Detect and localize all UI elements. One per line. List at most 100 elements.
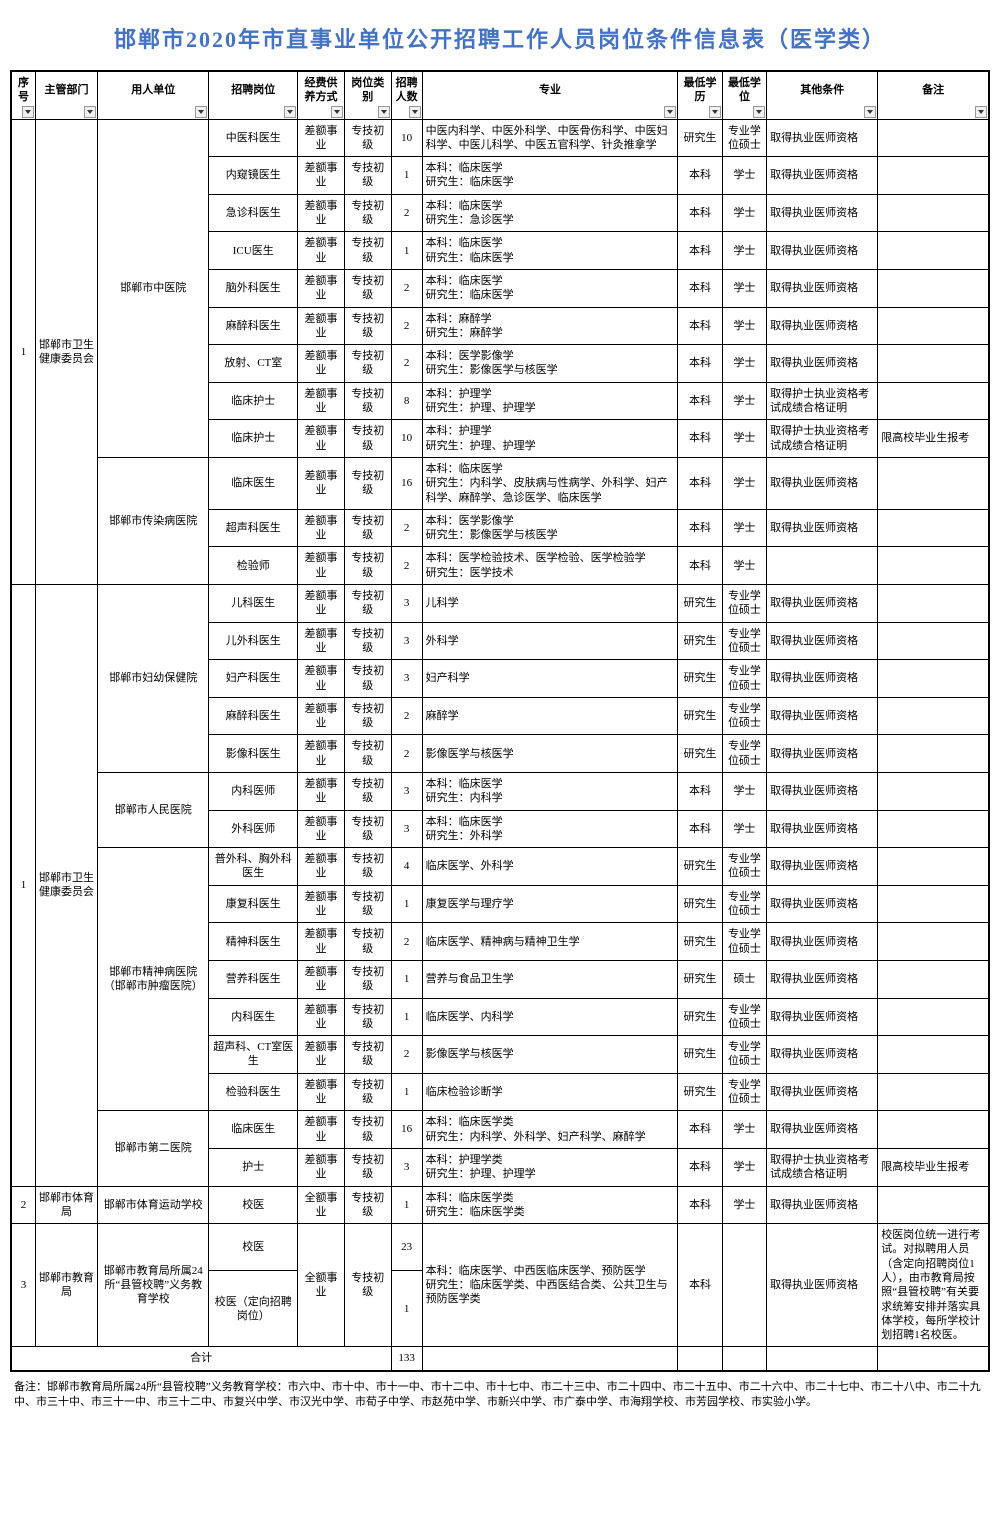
filter-dropdown-icon[interactable] — [331, 106, 343, 118]
cell: 差额事业 — [298, 998, 345, 1036]
cell: 差额事业 — [298, 457, 345, 509]
cell: 本科：临床医学研究生：临床医学 — [422, 157, 678, 195]
cell: 本科：临床医学研究生：外科学 — [422, 810, 678, 848]
cell: 1 — [391, 998, 422, 1036]
cell: 研究生 — [678, 998, 722, 1036]
cell — [722, 1224, 766, 1347]
cell: 差额事业 — [298, 194, 345, 232]
filter-dropdown-icon[interactable] — [284, 106, 296, 118]
cell — [878, 810, 989, 848]
cell: 外科医师 — [209, 810, 298, 848]
cell: 专技初级 — [344, 119, 391, 157]
cell: 临床护士 — [209, 382, 298, 420]
cell: 专技初级 — [344, 1224, 391, 1347]
filter-dropdown-icon[interactable] — [409, 106, 421, 118]
cell: 学士 — [722, 307, 766, 345]
cell: 本科 — [678, 1224, 722, 1347]
cell: 16 — [391, 1111, 422, 1149]
column-header: 用人单位 — [98, 71, 209, 119]
cell: 放射、CT室 — [209, 345, 298, 383]
cell — [878, 509, 989, 547]
cell: 研究生 — [678, 119, 722, 157]
cell: 专技初级 — [344, 509, 391, 547]
cell: 研究生 — [678, 923, 722, 961]
filter-dropdown-icon[interactable] — [753, 106, 765, 118]
cell: 2 — [391, 509, 422, 547]
footnote: 备注：邯郸市教育局所属24所“县管校聘”义务教育学校：市六中、市十中、市十一中、… — [10, 1372, 990, 1415]
cell: 本科：护理学研究生：护理、护理学 — [422, 382, 678, 420]
cell — [878, 157, 989, 195]
cell: ICU医生 — [209, 232, 298, 270]
page-title: 邯郸市2020年市直事业单位公开招聘工作人员岗位条件信息表（医学类） — [10, 10, 990, 70]
cell: 临床医学、精神病与精神卫生学 — [422, 923, 678, 961]
cell: 本科 — [678, 1148, 722, 1186]
cell: 取得执业医师资格 — [767, 885, 878, 923]
cell: 专技初级 — [344, 382, 391, 420]
cell: 邯郸市传染病医院 — [98, 457, 209, 584]
cell: 差额事业 — [298, 1111, 345, 1149]
cell — [878, 998, 989, 1036]
cell: 差额事业 — [298, 585, 345, 623]
filter-dropdown-icon[interactable] — [664, 106, 676, 118]
filter-dropdown-icon[interactable] — [378, 106, 390, 118]
cell: 麻醉科医生 — [209, 697, 298, 735]
cell: 本科：临床医学类研究生：临床医学类 — [422, 1186, 678, 1224]
cell — [878, 960, 989, 998]
cell: 取得执业医师资格 — [767, 307, 878, 345]
cell: 23 — [391, 1224, 422, 1271]
cell: 差额事业 — [298, 660, 345, 698]
cell: 本科 — [678, 1186, 722, 1224]
filter-dropdown-icon[interactable] — [864, 106, 876, 118]
cell: 取得执业医师资格 — [767, 848, 878, 886]
cell: 专业学位硕士 — [722, 1036, 766, 1074]
cell: 邯郸市中医院 — [98, 119, 209, 457]
cell: 限高校毕业生报考 — [878, 1148, 989, 1186]
cell: 研究生 — [678, 585, 722, 623]
cell: 邯郸市体育局 — [35, 1186, 97, 1224]
cell: 取得执业医师资格 — [767, 697, 878, 735]
cell: 学士 — [722, 232, 766, 270]
cell: 学士 — [722, 1186, 766, 1224]
cell: 临床医生 — [209, 457, 298, 509]
cell: 差额事业 — [298, 157, 345, 195]
cell: 本科：临床医学研究生：临床医学 — [422, 232, 678, 270]
cell: 研究生 — [678, 1036, 722, 1074]
cell: 1 — [391, 960, 422, 998]
cell: 差额事业 — [298, 509, 345, 547]
table-row: 1邯郸市卫生健康委员会邯郸市中医院中医科医生差额事业专技初级10中医内科学、中医… — [11, 119, 989, 157]
cell: 取得执业医师资格 — [767, 1036, 878, 1074]
cell: 本科：临床医学研究生：内科学 — [422, 772, 678, 810]
cell: 邯郸市教育局 — [35, 1224, 97, 1347]
cell: 专技初级 — [344, 194, 391, 232]
column-label: 经费供养方式 — [305, 77, 338, 103]
filter-dropdown-icon[interactable] — [709, 106, 721, 118]
filter-dropdown-icon[interactable] — [84, 106, 96, 118]
table-row: 邯郸市传染病医院临床医生差额事业专技初级16本科：临床医学研究生：内科学、皮肤病… — [11, 457, 989, 509]
cell: 临床医学、内科学 — [422, 998, 678, 1036]
cell: 本科：护理学类研究生：护理、护理学 — [422, 1148, 678, 1186]
cell: 专业学位硕士 — [722, 923, 766, 961]
cell — [878, 119, 989, 157]
column-header: 岗位类别 — [344, 71, 391, 119]
cell — [878, 885, 989, 923]
filter-dropdown-icon[interactable] — [22, 106, 34, 118]
filter-dropdown-icon[interactable] — [195, 106, 207, 118]
cell: 学士 — [722, 457, 766, 509]
cell: 差额事业 — [298, 960, 345, 998]
cell: 本科 — [678, 345, 722, 383]
cell — [878, 923, 989, 961]
cell: 专技初级 — [344, 269, 391, 307]
cell — [878, 232, 989, 270]
cell: 专业学位硕士 — [722, 998, 766, 1036]
cell: 16 — [391, 457, 422, 509]
cell: 取得执业医师资格 — [767, 923, 878, 961]
column-header: 备注 — [878, 71, 989, 119]
cell: 差额事业 — [298, 1073, 345, 1111]
column-header: 招聘岗位 — [209, 71, 298, 119]
filter-dropdown-icon[interactable] — [975, 106, 987, 118]
cell: 取得执业医师资格 — [767, 585, 878, 623]
cell: 10 — [391, 119, 422, 157]
cell: 本科 — [678, 307, 722, 345]
cell — [878, 735, 989, 773]
cell: 临床医生 — [209, 1111, 298, 1149]
